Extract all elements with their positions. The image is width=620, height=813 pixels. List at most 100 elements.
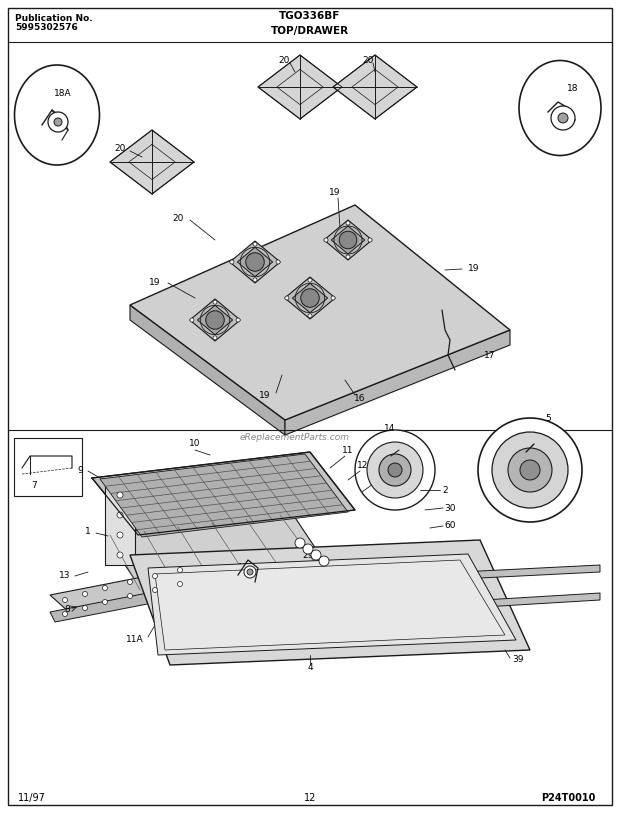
Circle shape xyxy=(346,255,350,259)
Text: 19: 19 xyxy=(149,277,161,286)
Polygon shape xyxy=(92,452,355,535)
Circle shape xyxy=(82,606,87,611)
Circle shape xyxy=(520,460,540,480)
Circle shape xyxy=(82,592,87,597)
Circle shape xyxy=(276,260,280,264)
Ellipse shape xyxy=(519,60,601,155)
Text: 12: 12 xyxy=(357,460,369,469)
Circle shape xyxy=(367,442,423,498)
Circle shape xyxy=(492,432,568,508)
Circle shape xyxy=(339,231,356,249)
Polygon shape xyxy=(258,55,342,119)
Ellipse shape xyxy=(14,65,99,165)
Text: TGO336BF: TGO336BF xyxy=(280,11,340,21)
Polygon shape xyxy=(155,560,505,650)
Circle shape xyxy=(128,580,133,585)
Circle shape xyxy=(319,556,329,566)
Circle shape xyxy=(177,567,182,572)
Circle shape xyxy=(213,300,217,304)
Circle shape xyxy=(117,552,123,558)
Circle shape xyxy=(206,311,224,329)
Polygon shape xyxy=(130,205,510,420)
Circle shape xyxy=(285,296,289,300)
Text: 13: 13 xyxy=(60,571,71,580)
Circle shape xyxy=(558,113,568,123)
Polygon shape xyxy=(110,130,194,194)
Text: 5995302576: 5995302576 xyxy=(15,23,78,32)
Text: 16: 16 xyxy=(354,393,366,402)
Polygon shape xyxy=(400,593,600,612)
Text: 19: 19 xyxy=(468,263,480,272)
Polygon shape xyxy=(130,540,530,665)
Circle shape xyxy=(551,106,575,130)
Text: 12A: 12A xyxy=(238,563,255,572)
Circle shape xyxy=(102,599,107,605)
Polygon shape xyxy=(237,247,273,276)
Polygon shape xyxy=(230,241,280,283)
Text: 17: 17 xyxy=(484,350,496,359)
Bar xyxy=(14,438,82,496)
Text: 12: 12 xyxy=(304,793,316,803)
Text: 2: 2 xyxy=(442,485,448,494)
Polygon shape xyxy=(105,480,135,565)
Text: 11/97: 11/97 xyxy=(18,793,46,803)
Text: 7: 7 xyxy=(31,480,37,489)
Circle shape xyxy=(324,238,328,242)
Text: 20: 20 xyxy=(172,214,184,223)
Polygon shape xyxy=(285,277,335,319)
Circle shape xyxy=(230,260,234,264)
Circle shape xyxy=(190,318,194,322)
Text: 19: 19 xyxy=(259,390,271,399)
Text: 1: 1 xyxy=(85,528,91,537)
Circle shape xyxy=(247,569,253,575)
Circle shape xyxy=(295,538,305,548)
Polygon shape xyxy=(190,299,240,341)
Circle shape xyxy=(117,532,123,538)
Text: 18A: 18A xyxy=(54,89,72,98)
Text: 9: 9 xyxy=(77,466,83,475)
Text: 20: 20 xyxy=(362,55,374,64)
Text: 20: 20 xyxy=(278,55,290,64)
Polygon shape xyxy=(324,220,372,260)
Circle shape xyxy=(246,253,264,272)
Circle shape xyxy=(63,611,68,616)
Circle shape xyxy=(331,296,335,300)
Circle shape xyxy=(54,118,62,126)
Polygon shape xyxy=(197,306,232,335)
Polygon shape xyxy=(105,510,330,595)
Text: 4: 4 xyxy=(307,663,313,672)
Circle shape xyxy=(253,278,257,282)
Text: 10: 10 xyxy=(189,438,201,447)
Circle shape xyxy=(117,512,123,518)
Circle shape xyxy=(153,588,157,593)
Polygon shape xyxy=(400,565,600,582)
Polygon shape xyxy=(130,305,285,435)
Circle shape xyxy=(253,242,257,246)
Circle shape xyxy=(177,581,182,586)
Text: 13: 13 xyxy=(210,636,221,645)
Circle shape xyxy=(244,566,256,578)
Text: 5: 5 xyxy=(545,414,551,423)
Circle shape xyxy=(236,318,240,322)
Polygon shape xyxy=(100,454,348,537)
Circle shape xyxy=(102,585,107,590)
Circle shape xyxy=(303,544,313,554)
Text: 39: 39 xyxy=(512,655,524,664)
Text: 60: 60 xyxy=(445,521,456,531)
Polygon shape xyxy=(331,226,365,254)
Circle shape xyxy=(48,112,68,132)
Circle shape xyxy=(213,336,217,340)
Circle shape xyxy=(308,278,312,282)
Circle shape xyxy=(63,598,68,602)
Text: 8: 8 xyxy=(64,605,70,614)
Circle shape xyxy=(308,314,312,318)
Text: 11: 11 xyxy=(342,446,354,454)
Circle shape xyxy=(478,418,582,522)
Text: P24T0010: P24T0010 xyxy=(542,793,596,803)
Polygon shape xyxy=(333,55,417,119)
Polygon shape xyxy=(293,283,327,313)
Circle shape xyxy=(346,221,350,225)
Polygon shape xyxy=(148,554,516,655)
Circle shape xyxy=(301,289,319,307)
Polygon shape xyxy=(50,558,260,613)
